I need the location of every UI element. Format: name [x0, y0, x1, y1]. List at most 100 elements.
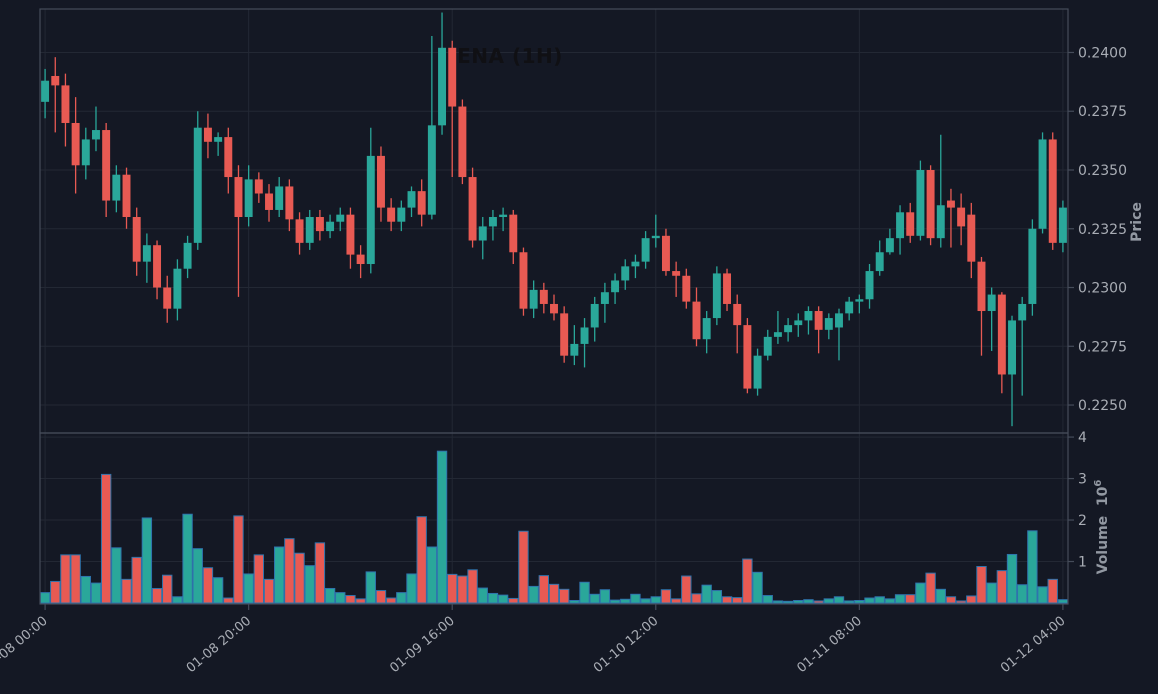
- candle-body: [254, 179, 263, 194]
- candle-body: [529, 289, 538, 309]
- volume-bar: [436, 450, 448, 604]
- volume-bar: [996, 570, 1008, 604]
- candle-body: [224, 137, 233, 178]
- volume-bar: [90, 582, 102, 604]
- volume-bar: [1017, 584, 1028, 604]
- candle-body: [427, 125, 436, 215]
- volume-bar: [843, 600, 855, 604]
- volume-bar: [1057, 599, 1069, 604]
- volume-bar: [701, 584, 712, 604]
- candle-body: [193, 127, 202, 243]
- volume-bar: [558, 588, 570, 604]
- candle-body: [590, 303, 599, 328]
- candle-body: [132, 217, 141, 262]
- candle-body: [122, 174, 131, 218]
- grid-lines: [40, 9, 1068, 604]
- axes-spines: [39, 8, 1069, 605]
- candle-body: [763, 336, 772, 356]
- volume-bar: [416, 516, 427, 604]
- chart-title: ENA (1H): [457, 44, 563, 68]
- candle-body: [499, 214, 508, 218]
- volume-bar: [945, 596, 957, 604]
- volume-axis-scale-base: 10: [1094, 486, 1111, 507]
- candle-body: [407, 191, 416, 208]
- candle-body: [916, 169, 925, 236]
- volume-bar: [335, 592, 346, 604]
- candle-body: [417, 191, 426, 215]
- candle-body: [804, 311, 813, 321]
- volume-bars: [39, 450, 1069, 604]
- time-tick-label: 01-10 12:00: [591, 614, 661, 677]
- volume-bar: [324, 587, 336, 604]
- volume-bar: [274, 546, 285, 604]
- volume-bar: [192, 548, 203, 604]
- candle-body: [987, 294, 996, 312]
- volume-bar: [620, 598, 631, 604]
- volume-bar: [732, 597, 743, 604]
- volume-axis-scale-exp: 6: [1093, 479, 1105, 487]
- candle-body: [509, 214, 518, 253]
- candle-body: [1048, 139, 1057, 243]
- candle-body: [112, 174, 121, 201]
- candle-body: [814, 311, 823, 330]
- volume-bar: [253, 554, 265, 604]
- candle-body: [835, 313, 843, 328]
- volume-tick-label: 3: [1078, 472, 1087, 488]
- volume-axis-label-text: Volume: [1094, 515, 1111, 575]
- candle-body: [336, 214, 345, 222]
- volume-panel-border: [39, 432, 1069, 605]
- candle-body: [92, 130, 100, 140]
- volume-bar: [670, 598, 682, 604]
- candle-body: [723, 273, 731, 304]
- candle-body: [51, 75, 60, 86]
- volume-bar: [681, 575, 692, 604]
- volume-bar: [935, 588, 946, 604]
- volume-bar: [202, 567, 214, 604]
- volume-bar: [182, 513, 193, 604]
- candle-body: [488, 217, 497, 227]
- volume-bar: [111, 547, 122, 604]
- volume-bar: [426, 546, 438, 604]
- candle-body: [397, 207, 406, 222]
- candle-body: [926, 169, 935, 239]
- candle-body: [377, 155, 385, 208]
- volume-bar: [284, 538, 295, 604]
- candle-body: [81, 139, 90, 166]
- candle-body: [326, 221, 335, 232]
- volume-axis-label: Volume 106: [1093, 480, 1111, 575]
- candle-body: [142, 245, 151, 262]
- volume-bar: [100, 473, 112, 604]
- volume-bar: [925, 572, 936, 604]
- candle-body: [163, 287, 172, 309]
- volume-bar: [70, 554, 81, 604]
- candle-body: [661, 235, 670, 272]
- volume-bar: [375, 590, 387, 604]
- candle-body: [865, 271, 874, 300]
- candle-body: [203, 127, 212, 142]
- candle-body: [733, 303, 742, 326]
- volume-bar: [396, 592, 407, 604]
- candle-body: [387, 207, 396, 222]
- candle-body: [631, 261, 640, 267]
- candle-body: [244, 179, 253, 218]
- volume-bar: [151, 587, 163, 604]
- volume-bar: [365, 571, 376, 604]
- candle-body: [712, 273, 721, 319]
- volume-bar: [691, 593, 702, 604]
- volume-bar: [1037, 586, 1048, 604]
- candle-body: [906, 212, 915, 236]
- price-tick-label: 0.2275: [1078, 339, 1127, 355]
- volume-bar: [609, 599, 621, 604]
- candle-body: [784, 325, 793, 333]
- volume-bar: [660, 589, 672, 604]
- volume-bar: [50, 580, 61, 604]
- volume-bar: [121, 578, 132, 604]
- volume-bar: [487, 592, 499, 604]
- candle-body: [1038, 139, 1047, 229]
- volume-bar: [915, 582, 926, 604]
- candle-body: [600, 292, 609, 304]
- volume-bar: [60, 554, 71, 604]
- time-tick-label: 01-12 04:00: [998, 614, 1068, 677]
- candle-body: [845, 301, 854, 314]
